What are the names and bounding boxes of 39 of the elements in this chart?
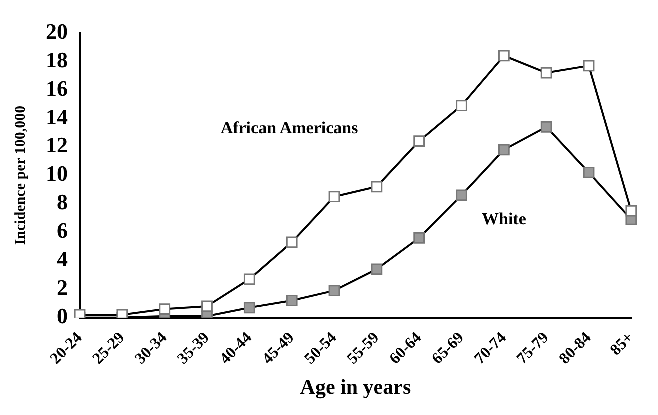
point — [498, 50, 510, 62]
x-tick-label: 85+ — [607, 329, 638, 360]
point — [328, 191, 340, 203]
point — [286, 295, 298, 306]
y-tick-label: 12 — [46, 132, 68, 158]
point — [583, 166, 595, 178]
point — [116, 309, 128, 318]
point — [244, 274, 256, 286]
point — [456, 100, 468, 112]
y-axis-title: Incidence per 100,000 — [12, 106, 29, 246]
point — [414, 232, 426, 244]
y-tick-label: 18 — [46, 47, 68, 72]
point — [371, 264, 383, 276]
point — [583, 60, 595, 72]
point — [244, 302, 256, 314]
point — [74, 309, 86, 318]
point — [456, 190, 468, 202]
series-label: White — [482, 209, 527, 228]
point — [498, 144, 510, 156]
y-tick-label: 4 — [57, 246, 68, 272]
point — [286, 236, 298, 248]
y-tick-label: 14 — [46, 104, 68, 130]
y-tick-label: 10 — [46, 161, 68, 186]
point — [159, 304, 171, 315]
y-tick-label: 0 — [57, 304, 68, 329]
point — [540, 121, 552, 133]
x-axis-title: Age in years — [300, 374, 412, 399]
y-tick-label: 16 — [46, 76, 68, 101]
point — [371, 181, 383, 193]
y-tick-label: 6 — [57, 218, 68, 244]
y-tick-label: 2 — [57, 275, 68, 300]
point — [540, 67, 552, 79]
point — [328, 285, 340, 296]
y-tick-label: 20 — [46, 18, 68, 44]
point — [202, 300, 213, 312]
y-tick-label: 8 — [57, 190, 68, 215]
point — [414, 136, 426, 148]
text: African Americans — [220, 118, 359, 138]
point — [626, 205, 638, 217]
